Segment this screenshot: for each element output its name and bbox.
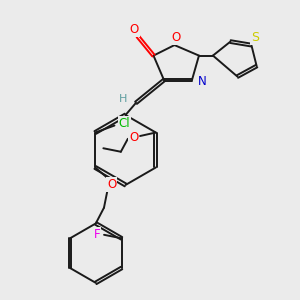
Text: H: H xyxy=(118,94,127,103)
Text: S: S xyxy=(251,31,259,44)
Text: O: O xyxy=(107,178,116,191)
Text: Cl: Cl xyxy=(118,117,130,130)
Text: F: F xyxy=(94,228,101,241)
Text: O: O xyxy=(130,23,139,36)
Text: N: N xyxy=(197,75,206,88)
Text: O: O xyxy=(129,131,138,144)
Text: O: O xyxy=(172,31,181,44)
